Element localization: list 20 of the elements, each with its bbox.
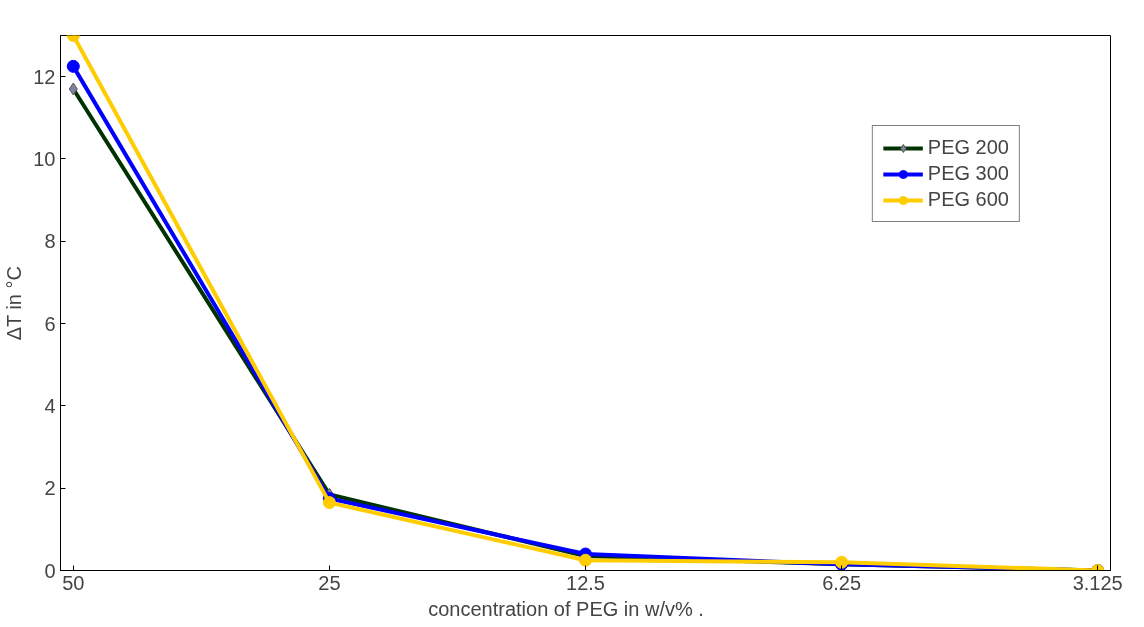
- y-tick-label: 4: [44, 394, 56, 417]
- point: [322, 496, 336, 510]
- legend-label: PEG 300: [927, 162, 1009, 185]
- legend-label: PEG 200: [927, 136, 1009, 159]
- y-tick-label: 8: [44, 230, 56, 253]
- y-tick-label: 6: [44, 312, 56, 335]
- x-tick-label: 3.125: [1072, 571, 1123, 594]
- y-axis-title: ΔT in °C: [3, 266, 26, 341]
- x-tick-label: 50: [62, 571, 85, 594]
- x-axis-title: concentration of PEG in w/v% .: [428, 597, 704, 620]
- y-tick-label: 2: [44, 477, 56, 500]
- x-tick-label: 6.25: [822, 571, 862, 594]
- y-tick-label: 12: [33, 65, 56, 88]
- point: [66, 59, 80, 73]
- y-tick-label: 10: [33, 147, 56, 170]
- legend-label: PEG 600: [927, 188, 1009, 211]
- x-tick-label: 12.5: [566, 571, 605, 594]
- point: [579, 553, 592, 567]
- y-tick-label: 0: [44, 559, 56, 582]
- x-tick-label: 25: [318, 571, 341, 594]
